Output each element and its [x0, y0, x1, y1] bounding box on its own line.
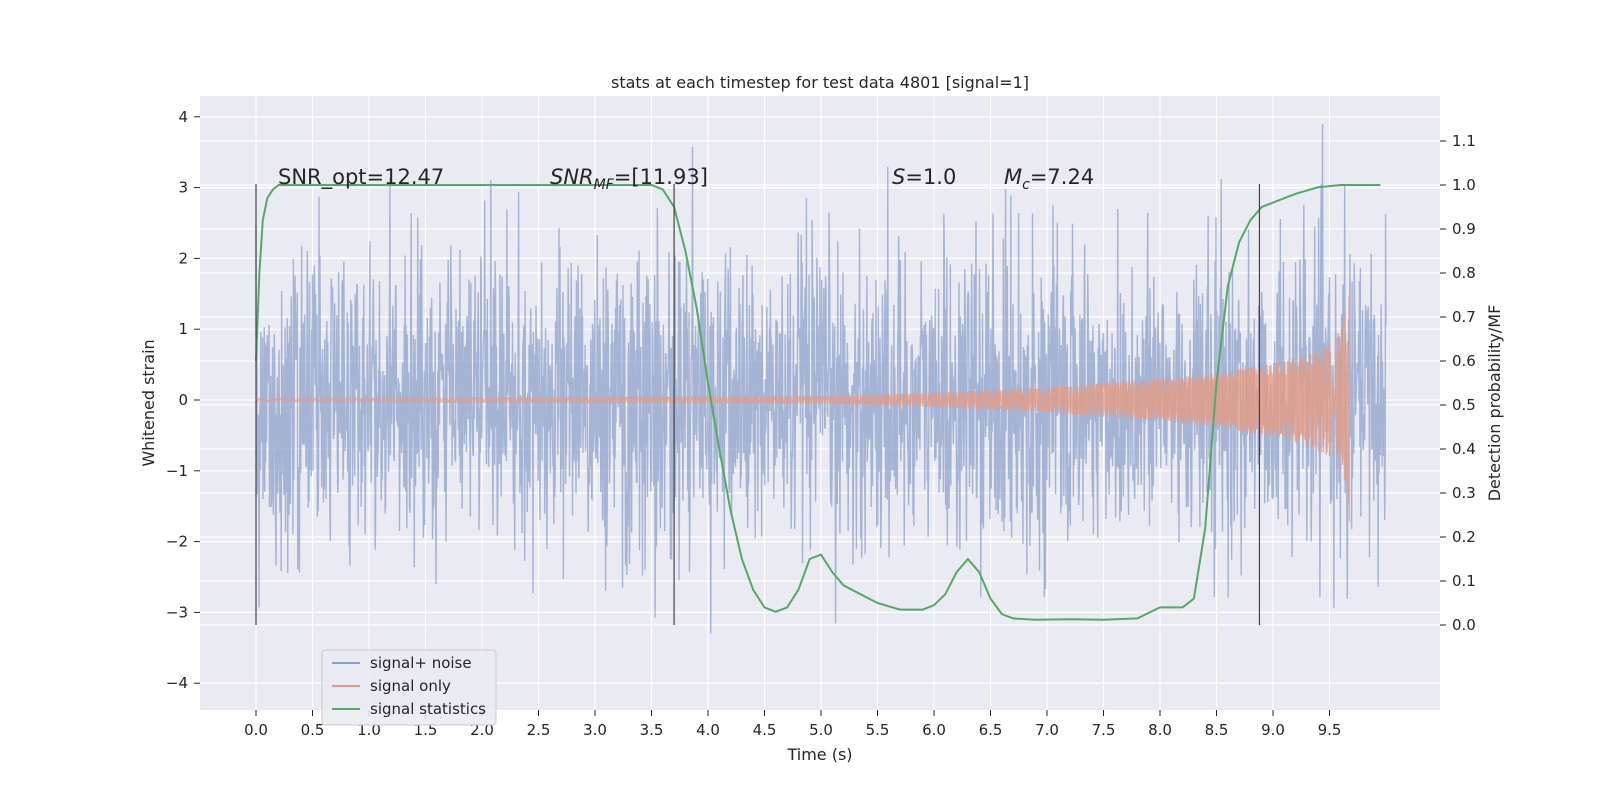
y-right-tick-label: 0.3 [1452, 484, 1476, 502]
legend-box [321, 649, 497, 726]
y-tick-label: 4 [178, 108, 188, 126]
y-tick-label: 2 [178, 249, 188, 267]
y-right-tick-label: 0.0 [1452, 616, 1476, 634]
y-tick-label: −4 [166, 674, 188, 692]
y-right-tick-label: 1.0 [1452, 176, 1476, 194]
x-tick-label: 3.0 [583, 721, 607, 739]
x-tick-label: 4.0 [696, 721, 720, 739]
x-tick-label: 6.0 [922, 721, 946, 739]
annotation-snr-opt: SNR_opt=12.47 [278, 165, 444, 190]
x-tick-label: 3.5 [640, 721, 664, 739]
y-right-axis-label: Detection probability/MF [1485, 305, 1504, 502]
y-tick-label: 0 [178, 391, 188, 409]
series-signal-statistics [255, 184, 1381, 621]
y-right-tick-label: 0.1 [1452, 572, 1476, 590]
y-right-tick-label: 0.9 [1452, 220, 1476, 238]
x-tick-label: 0.0 [244, 721, 268, 739]
x-axis-label: Time (s) [786, 745, 852, 764]
y-tick-label: 3 [178, 179, 188, 197]
x-tick-label: 6.5 [979, 721, 1003, 739]
y-right-tick-label: 0.4 [1452, 440, 1476, 458]
y-right-axis-ticks: 0.0 0.1 0.2 0.3 0.4 0.5 0.6 0.7 0.8 0.9 1.0 1.1 [1440, 132, 1476, 634]
legend-label-signal-only: signal only [370, 677, 451, 695]
annotation-s: S=1.0 [892, 165, 956, 189]
mc-symbol: M [1004, 165, 1022, 189]
y-right-tick-label: 0.2 [1452, 528, 1476, 546]
y-tick-label: 1 [178, 320, 188, 338]
annotation-snr-mf: SNRMF=[11.93] [550, 165, 708, 193]
x-tick-label: 7.5 [1092, 721, 1116, 739]
y-right-tick-label: 0.8 [1452, 264, 1476, 282]
chart-title: stats at each timestep for test data 480… [611, 73, 1029, 92]
vertical-lines [255, 184, 1261, 625]
x-tick-label: 8.0 [1148, 721, 1172, 739]
x-tick-label: 0.5 [301, 721, 325, 739]
annotation-mc: Mc=7.24 [1004, 165, 1094, 193]
y-right-tick-label: 0.5 [1452, 396, 1476, 414]
y-axis-ticks: −4 −3 −2 −1 0 1 2 3 4 [166, 108, 200, 692]
snr-mf-symbol: SNR [550, 165, 594, 189]
legend-label-signal-noise: signal+ noise [370, 654, 472, 672]
series-layer [255, 123, 1387, 634]
s-value: =1.0 [905, 165, 956, 189]
mc-value: =7.24 [1030, 165, 1094, 189]
x-tick-label: 9.0 [1261, 721, 1285, 739]
snr-mf-subscript: MF [594, 177, 615, 193]
y-right-tick-label: 0.6 [1452, 352, 1476, 370]
y-right-tick-label: 1.1 [1452, 132, 1476, 150]
x-tick-label: 2.5 [527, 721, 551, 739]
y-tick-label: −2 [166, 533, 188, 551]
series-signal-only [255, 296, 1351, 522]
legend: signal+ noise signal only signal statist… [321, 649, 497, 726]
mc-subscript: c [1022, 177, 1030, 193]
x-tick-label: 9.5 [1318, 721, 1342, 739]
x-tick-label: 7.0 [1035, 721, 1059, 739]
y-tick-label: −3 [166, 603, 188, 621]
series-signal-noise [255, 123, 1387, 634]
legend-label-signal-statistics: signal statistics [370, 700, 486, 718]
x-tick-label: 4.5 [753, 721, 777, 739]
x-tick-label: 8.5 [1205, 721, 1229, 739]
x-tick-label: 5.5 [866, 721, 890, 739]
s-symbol: S [892, 165, 905, 189]
y-tick-label: −1 [166, 462, 188, 480]
snr-mf-value: =[11.93] [614, 165, 708, 189]
x-tick-label: 5.0 [809, 721, 833, 739]
y-right-tick-label: 0.7 [1452, 308, 1476, 326]
y-axis-label: Whitened strain [139, 339, 158, 466]
